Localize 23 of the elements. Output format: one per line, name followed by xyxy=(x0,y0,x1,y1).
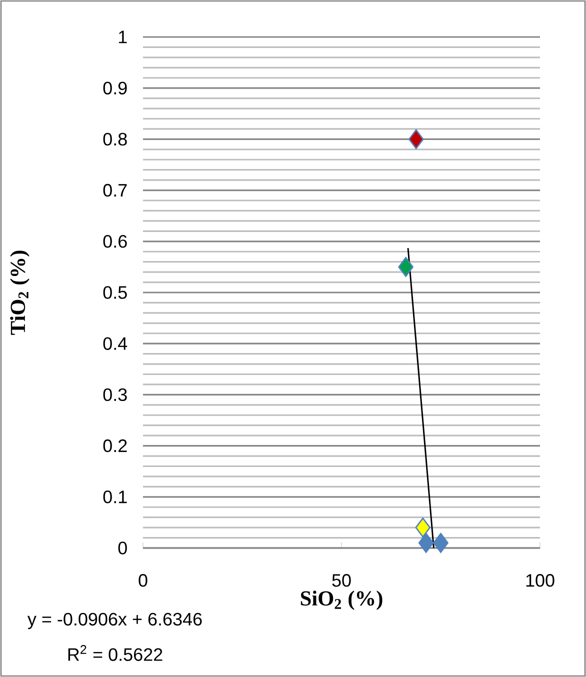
text: y = -0.0906x + 6.6346 xyxy=(27,612,202,630)
point xyxy=(433,532,448,553)
x-tick-label: 100 xyxy=(526,574,554,587)
y-tick-label: 0.5 xyxy=(103,286,127,299)
text: SiO$_{2}$ (%) xyxy=(300,590,382,610)
x-tick-label: 0 xyxy=(138,574,148,587)
y-tick-label: 0.4 xyxy=(103,337,128,350)
point xyxy=(418,532,434,553)
y-tick-label: 0.8 xyxy=(103,132,127,146)
point xyxy=(408,129,424,150)
x-tick-label: 50 xyxy=(332,574,351,587)
point xyxy=(398,256,414,277)
y-tick-label: 0.3 xyxy=(103,388,127,402)
y-tick-label: 0.9 xyxy=(103,82,127,94)
y-tick-label: 0 xyxy=(118,542,127,554)
y-tick-label: 1 xyxy=(118,30,127,44)
y-tick-label: 0.1 xyxy=(103,490,127,504)
y-tick-label: 0.2 xyxy=(103,439,127,452)
text: TiO$_{2}$ (%) xyxy=(10,250,30,335)
y-tick-label: 0.6 xyxy=(103,235,127,248)
y-tick-label: 0.7 xyxy=(103,184,127,197)
text: R$^{2}$ = 0.5622 xyxy=(68,645,162,661)
point xyxy=(415,518,431,538)
